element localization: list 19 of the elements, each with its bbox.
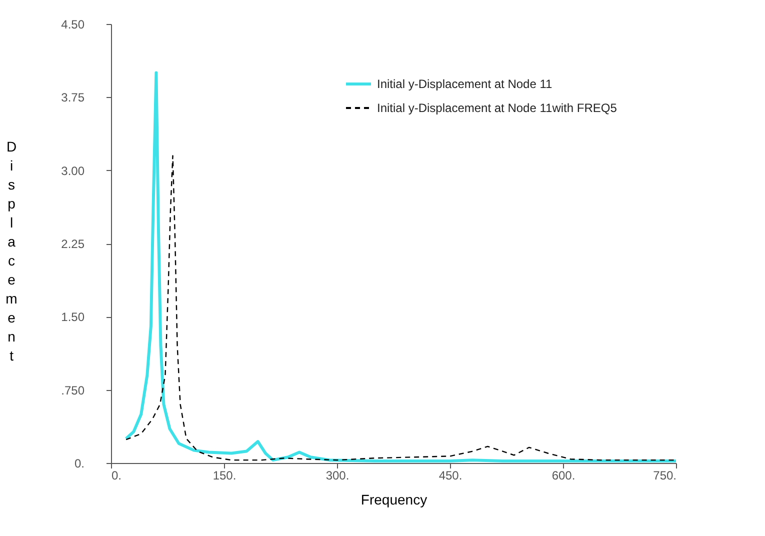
y-tick-label: .750 [61, 383, 85, 398]
x-tick-label: 150. [212, 468, 236, 482]
legend-label: Initial y-Displacement at Node 11with FREQ5 [377, 101, 618, 115]
y-tick-label: 3.75 [61, 90, 85, 105]
x-tick-label: 0. [112, 468, 122, 482]
line-series [124, 71, 678, 463]
y-tick-label: 0. [74, 456, 84, 470]
x-tick-label: 450. [438, 468, 462, 482]
legend-label: Initial y-Displacement at Node 11 [377, 77, 553, 91]
x-tick-label: 300. [326, 468, 350, 482]
line-series [125, 155, 677, 461]
x-tick-label: 600. [552, 468, 576, 482]
y-tick-label: 2.25 [61, 237, 85, 251]
y-tick-label: 1.50 [61, 310, 85, 324]
x-tick-label: 750. [653, 468, 676, 482]
text: Displacement [6, 138, 18, 364]
y-tick-label: 4.50 [61, 18, 85, 32]
y-tick-label: 3.00 [61, 164, 85, 178]
x-axis-title: Frequency [360, 492, 428, 508]
